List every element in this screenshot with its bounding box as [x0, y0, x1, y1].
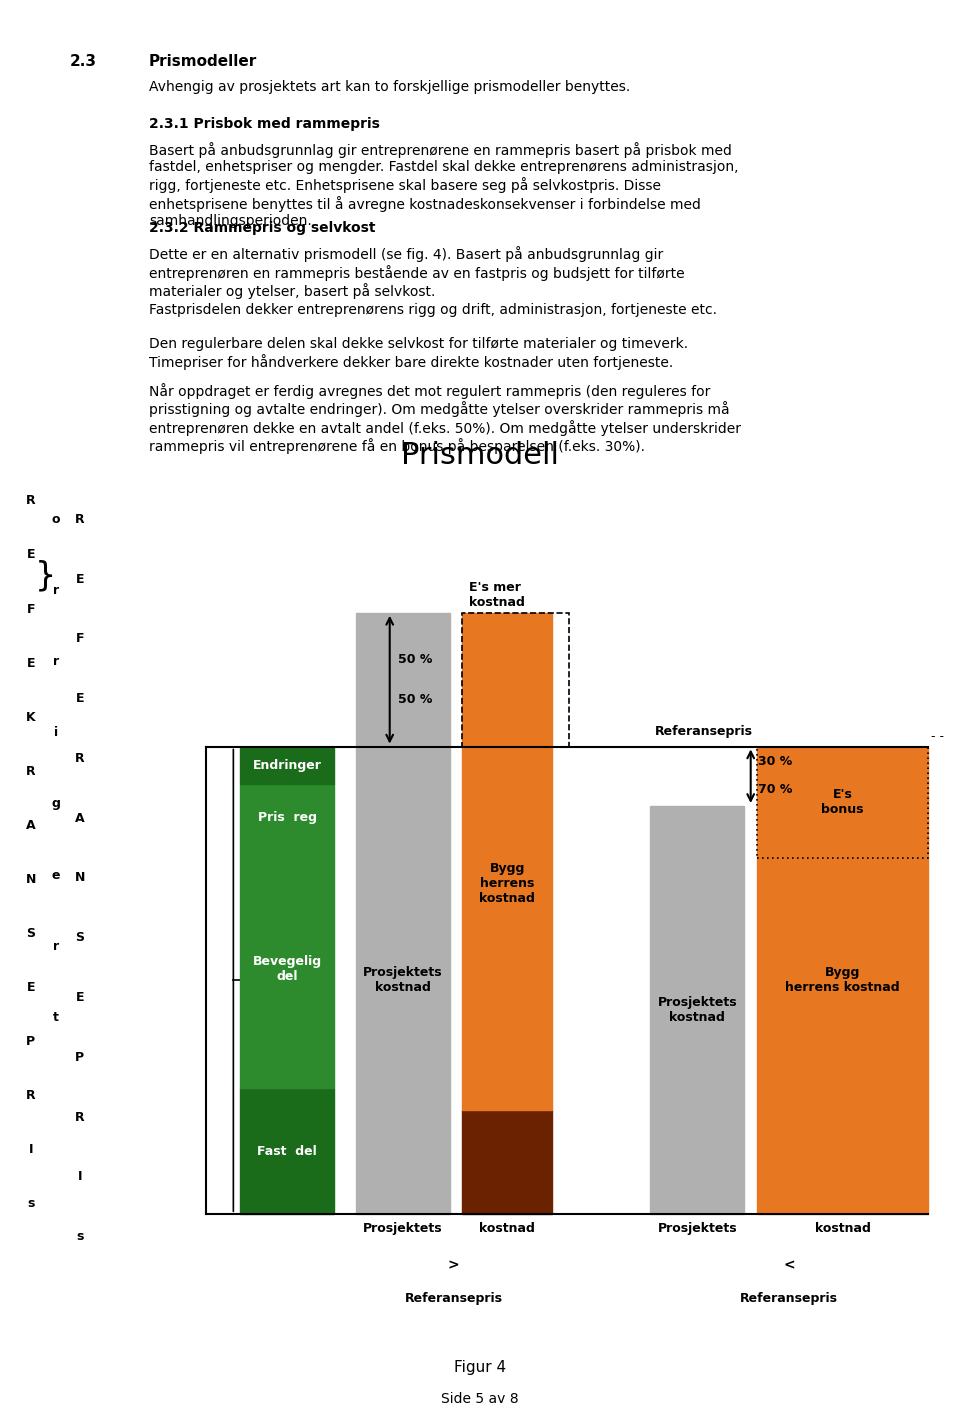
- Text: Dette er en alternativ prismodell (se fig. 4). Basert på anbudsgrunnlag gir
entr: Dette er en alternativ prismodell (se fi…: [149, 246, 684, 299]
- Text: r: r: [53, 583, 59, 598]
- Text: Referansepris: Referansepris: [655, 724, 753, 737]
- Text: I: I: [29, 1143, 33, 1157]
- Bar: [240, 1089, 334, 1214]
- Text: Avhengig av prosjektets art kan to forskjellige prismodeller benyttes.: Avhengig av prosjektets art kan to forsk…: [149, 80, 630, 94]
- Bar: [463, 613, 552, 1110]
- Text: Prismodeller: Prismodeller: [149, 54, 257, 70]
- Text: E: E: [76, 692, 84, 706]
- Text: kostnad: kostnad: [815, 1222, 871, 1235]
- Text: s: s: [76, 1229, 84, 1244]
- Text: F: F: [27, 602, 35, 616]
- Text: I: I: [78, 1170, 82, 1184]
- Text: N: N: [75, 871, 84, 885]
- Text: P: P: [26, 1035, 36, 1049]
- Text: S: S: [75, 931, 84, 945]
- Text: Referansepris: Referansepris: [405, 1292, 503, 1305]
- Bar: [240, 747, 334, 784]
- Text: R: R: [26, 764, 36, 778]
- Text: E: E: [27, 980, 35, 995]
- Text: o: o: [52, 512, 60, 527]
- Text: Side 5 av 8: Side 5 av 8: [442, 1392, 518, 1406]
- Text: Prosjektets: Prosjektets: [658, 1222, 737, 1235]
- Text: E's
bonus: E's bonus: [822, 788, 864, 817]
- Text: E's mer
kostnad: E's mer kostnad: [469, 581, 525, 609]
- Text: r: r: [53, 939, 59, 953]
- Text: Bygg
herrens
kostnad: Bygg herrens kostnad: [479, 862, 535, 905]
- Text: E: E: [76, 990, 84, 1005]
- Text: <: <: [783, 1259, 795, 1272]
- Text: s: s: [27, 1197, 35, 1211]
- Text: Prosjektets: Prosjektets: [363, 1222, 443, 1235]
- Text: t: t: [53, 1010, 59, 1025]
- Text: F: F: [76, 632, 84, 646]
- Text: Prosjektets
kostnad: Prosjektets kostnad: [658, 996, 737, 1025]
- Text: 70 %: 70 %: [757, 783, 792, 795]
- Text: Fastprisdelen dekker entreprenørens rigg og drift, administrasjon, fortjeneste e: Fastprisdelen dekker entreprenørens rigg…: [149, 303, 717, 317]
- Text: Prosjektets
kostnad: Prosjektets kostnad: [363, 966, 443, 995]
- Text: A: A: [26, 818, 36, 832]
- Text: R: R: [75, 512, 84, 527]
- Bar: [757, 747, 928, 858]
- Text: 50 %: 50 %: [398, 653, 433, 666]
- Text: 50 %: 50 %: [398, 693, 433, 706]
- Text: Endringer: Endringer: [252, 758, 322, 771]
- Bar: [650, 805, 744, 1214]
- Text: Pris  reg: Pris reg: [257, 811, 317, 824]
- Text: 2.3.2 Rammepris og selvkost: 2.3.2 Rammepris og selvkost: [149, 221, 375, 235]
- Text: Referansepris: Referansepris: [740, 1292, 838, 1305]
- Text: R: R: [26, 1089, 36, 1103]
- Text: - -: - -: [930, 730, 944, 743]
- Text: N: N: [26, 872, 36, 887]
- Bar: [355, 613, 449, 1214]
- Text: R: R: [75, 1110, 84, 1124]
- Text: >: >: [448, 1259, 460, 1272]
- Text: i: i: [54, 726, 58, 740]
- Text: kostnad: kostnad: [479, 1222, 535, 1235]
- Text: Prismodell: Prismodell: [401, 441, 559, 470]
- Text: e: e: [52, 868, 60, 882]
- Bar: [240, 784, 334, 851]
- Text: Bevegelig
del: Bevegelig del: [252, 955, 322, 983]
- Text: P: P: [75, 1050, 84, 1064]
- Text: K: K: [26, 710, 36, 724]
- Text: Den regulerbare delen skal dekke selvkost for tilførte materialer og timeverk.
T: Den regulerbare delen skal dekke selvkos…: [149, 337, 688, 370]
- Bar: [463, 613, 569, 747]
- Text: R: R: [75, 751, 84, 766]
- Text: Når oppdraget er ferdig avregnes det mot regulert rammepris (den reguleres for
p: Når oppdraget er ferdig avregnes det mot…: [149, 383, 741, 454]
- Text: E: E: [27, 548, 35, 562]
- Text: 2.3: 2.3: [70, 54, 97, 70]
- Text: A: A: [75, 811, 84, 825]
- Text: S: S: [26, 926, 36, 941]
- Text: Fast  del: Fast del: [257, 1144, 317, 1158]
- Text: Basert på anbudsgrunnlag gir entreprenørene en rammepris basert på prisbok med
f: Basert på anbudsgrunnlag gir entreprenør…: [149, 142, 738, 228]
- Text: E: E: [76, 572, 84, 586]
- Text: r: r: [53, 655, 59, 669]
- Text: R: R: [26, 494, 36, 508]
- Text: 2.3.1 Prisbok med rammepris: 2.3.1 Prisbok med rammepris: [149, 117, 379, 131]
- Bar: [463, 1110, 552, 1214]
- Text: Bygg
herrens kostnad: Bygg herrens kostnad: [785, 966, 900, 995]
- Text: g: g: [51, 797, 60, 811]
- Bar: [757, 747, 928, 1214]
- Text: }: }: [35, 559, 56, 593]
- Bar: [240, 851, 334, 1089]
- Text: 30 %: 30 %: [757, 754, 792, 768]
- Text: Figur 4: Figur 4: [454, 1359, 506, 1375]
- Text: E: E: [27, 656, 35, 670]
